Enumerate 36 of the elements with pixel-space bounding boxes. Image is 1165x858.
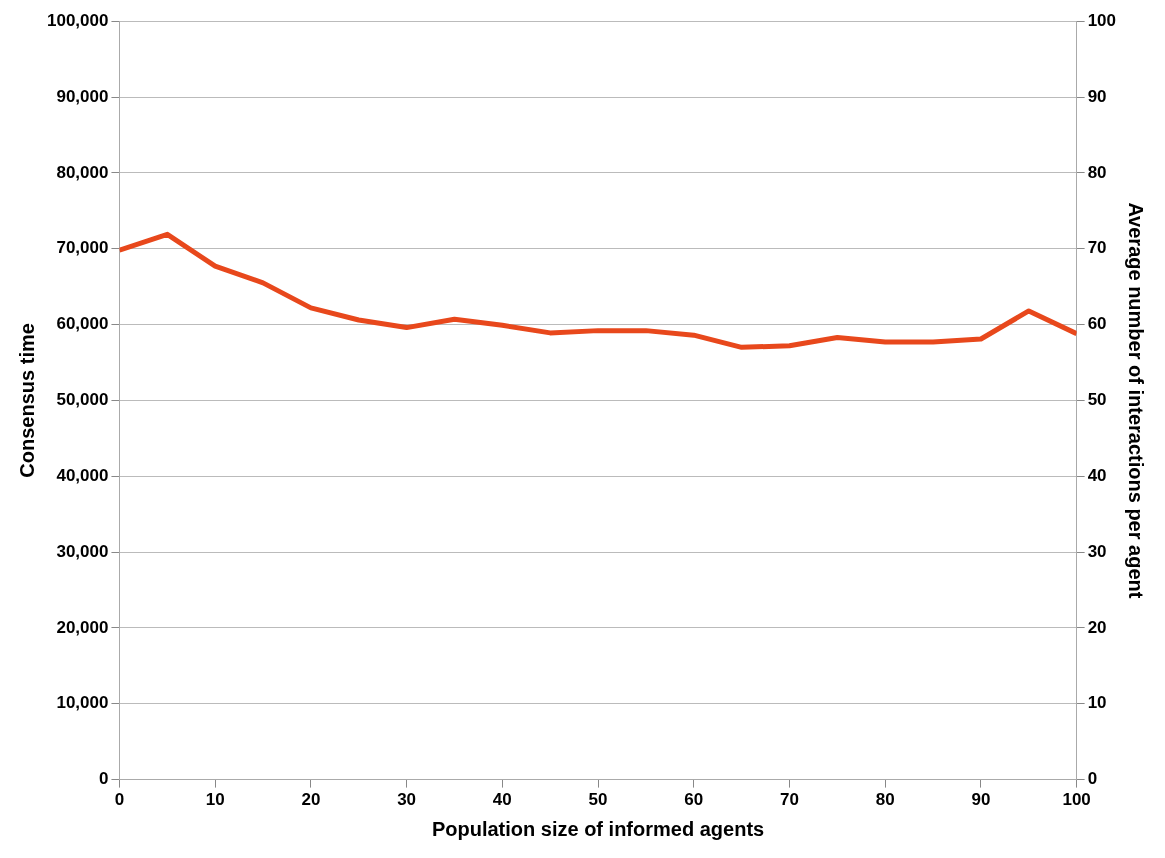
y-tick-label: 90,000 [56, 86, 109, 106]
x-tick-label: 100 [1062, 790, 1091, 810]
y2-tick-label: 80 [1087, 162, 1107, 182]
y2-tick-label: 10 [1087, 693, 1107, 713]
y-tick-label: 20,000 [56, 617, 109, 637]
y2-tick-label: 100 [1087, 10, 1117, 30]
y2-tick-label: 90 [1087, 86, 1107, 106]
x-tick-label: 60 [684, 790, 704, 810]
y-tick-label: 40,000 [56, 465, 109, 485]
x-axis-title: Population size of informed agents [431, 817, 765, 840]
x-tick-label: 0 [114, 790, 125, 810]
y2-tick-label: 40 [1087, 465, 1107, 485]
x-tick-label: 20 [301, 790, 321, 810]
y2-tick-label: 0 [1087, 769, 1098, 789]
x-tick-label: 50 [588, 790, 608, 810]
y2-tick-label: 70 [1087, 238, 1107, 258]
x-tick-label: 10 [205, 790, 225, 810]
x-tick-label: 90 [971, 790, 991, 810]
y2-tick-label: 60 [1087, 314, 1107, 334]
y2-tick-label: 20 [1087, 617, 1107, 637]
y-axis-title: Consensus time [15, 323, 38, 478]
y-tick-label: 50,000 [56, 390, 109, 410]
y-tick-label: 100,000 [47, 10, 109, 30]
x-tick-label: 70 [780, 790, 799, 810]
y-tick-label: 70,000 [56, 238, 109, 258]
x-tick-label: 30 [397, 790, 417, 810]
y-tick-label: 80,000 [56, 162, 109, 182]
y-tick-label: 60,000 [56, 314, 109, 334]
y2-tick-label: 30 [1087, 541, 1107, 561]
x-tick-label: 40 [492, 790, 512, 810]
x-tick-label: 80 [875, 790, 895, 810]
y2-tick-label: 50 [1087, 390, 1107, 410]
y-tick-label: 30,000 [56, 541, 109, 561]
y-tick-label: 10,000 [56, 693, 109, 713]
y-tick-label: 0 [98, 769, 109, 789]
y2-axis-title: Average number of interactions per agent [1125, 202, 1148, 599]
